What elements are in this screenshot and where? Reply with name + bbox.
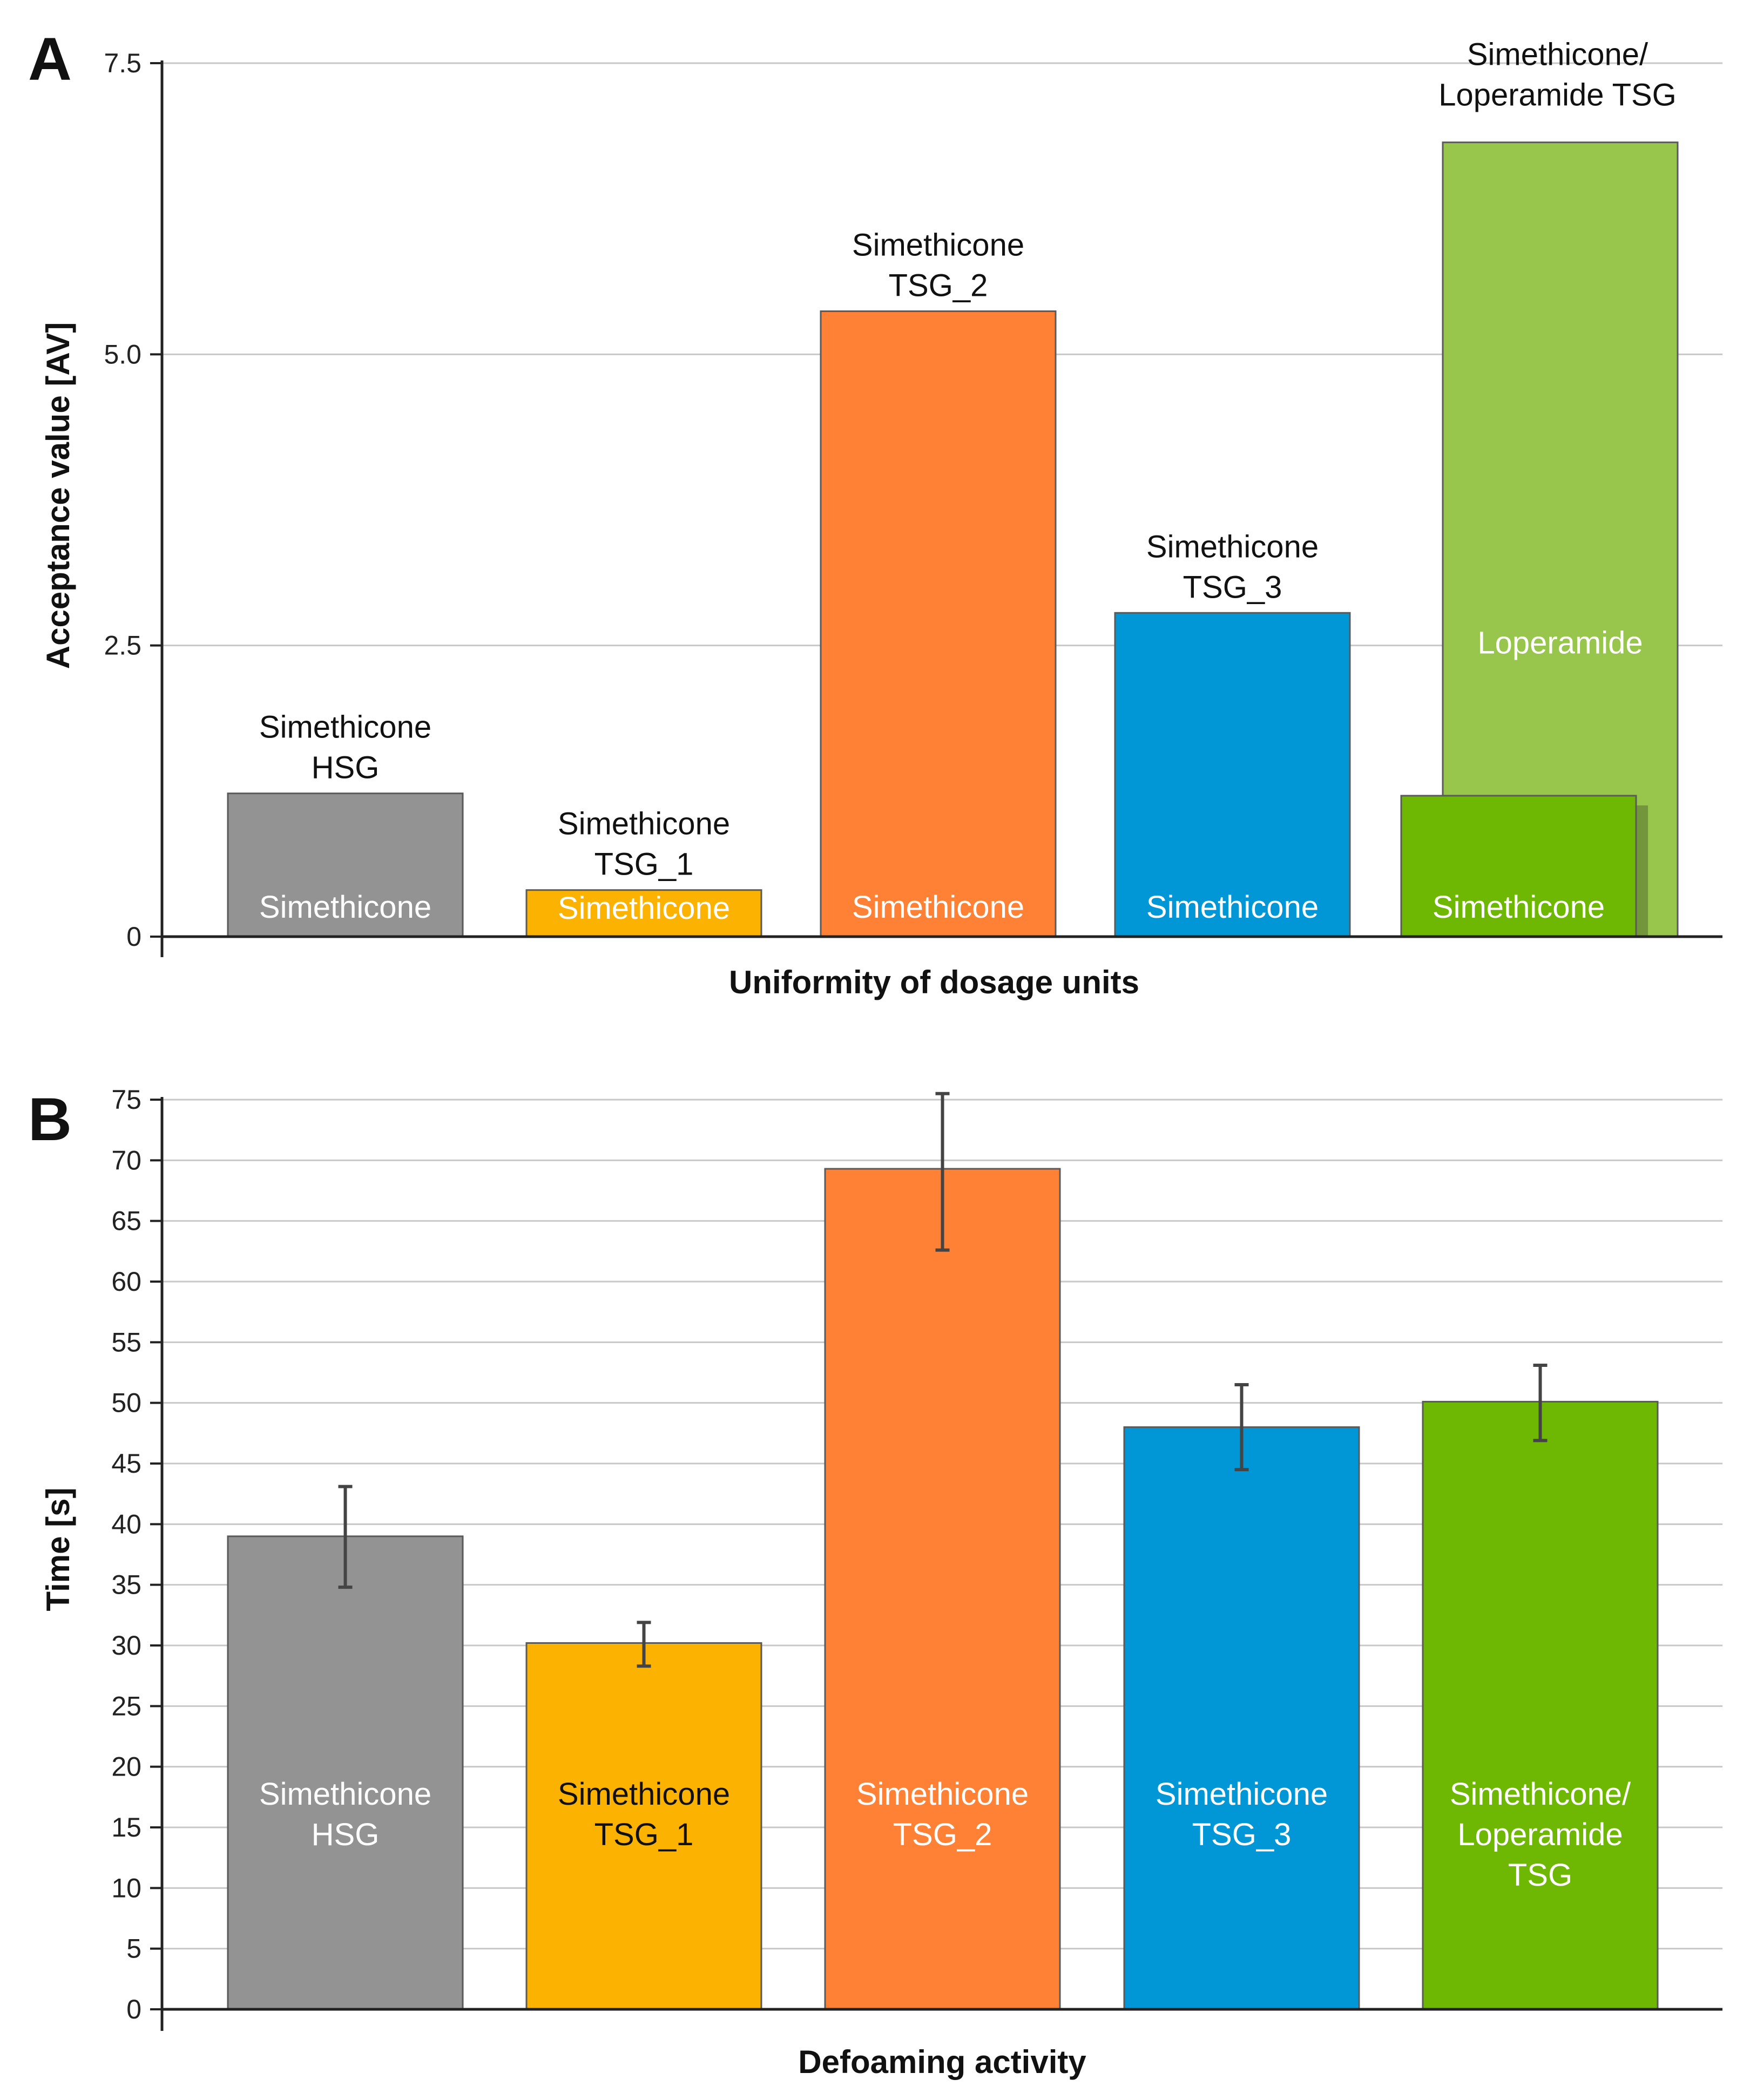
panel-a-chart: A Simethicone HSG Simethicone Simethicone TS… xyxy=(28,25,1722,1000)
bar-b-1 xyxy=(525,1642,762,2010)
panel-b-error-bars xyxy=(338,1092,1548,1668)
y-tick-label-b: 40 xyxy=(111,1509,141,1539)
bar-a-0-inner-label: Simethicone xyxy=(259,890,431,925)
bar-a-loperamide-inner-label: Loperamide xyxy=(1477,626,1643,661)
panel-a-axes xyxy=(150,60,1722,957)
y-tick-label-b: 35 xyxy=(111,1570,141,1600)
bar-a-simethicone-shadow xyxy=(1636,805,1648,937)
bar-b-4-label-line-1: Loperamide xyxy=(1457,1817,1623,1852)
bar-b-3-label-line-1: TSG_3 xyxy=(1192,1817,1292,1852)
bar-a-3 xyxy=(1114,612,1351,938)
bar-a-3-inner-label: Simethicone xyxy=(1146,890,1319,925)
y-tick-label-b: 65 xyxy=(111,1206,141,1236)
panel-a-tick-labels: 0 2.5 5.0 7.5 xyxy=(104,48,141,952)
bar-a-3-label-line-0: Simethicone xyxy=(1146,529,1319,564)
y-tick-label-a: 0 xyxy=(126,922,141,952)
panel-a-bar-labels: Simethicone HSG Simethicone Simethicone TSG_… xyxy=(259,37,1677,926)
panel-b-bar-labels: Simethicone HSG Simethicone TSG_1 Simethicon… xyxy=(259,1777,1631,1893)
bar-a-simethicone-combined-inner-label: Simethicone xyxy=(1433,890,1605,925)
panel-b-chart: B SimethiconeHSGSimethiconeTSG_1Simethic… xyxy=(28,1085,1722,2080)
y-tick-label-b: 10 xyxy=(111,1873,141,1903)
bar-b-1-label-line-0: Simethicone xyxy=(558,1777,730,1812)
bar-a-3-label-line-1: TSG_3 xyxy=(1183,570,1282,605)
y-tick-label-b: 70 xyxy=(111,1145,141,1175)
bar-a-1-inner-label: Simethicone xyxy=(558,891,730,926)
bar-b-0 xyxy=(227,1535,464,2010)
panel-a-bars xyxy=(227,141,1679,938)
panel-b-letter: B xyxy=(28,1086,72,1153)
panel-b-axes xyxy=(150,1097,1722,2031)
bar-b-4-label-line-2: TSG xyxy=(1508,1858,1572,1893)
y-tick-label-b: 50 xyxy=(111,1388,141,1418)
bar-a-1 xyxy=(525,889,762,938)
bar-a-2 xyxy=(820,310,1057,938)
bar-b-2-label-line-1: TSG_2 xyxy=(893,1817,992,1852)
y-tick-label-b: 0 xyxy=(126,1994,141,2024)
bar-b-2 xyxy=(824,1168,1061,2010)
y-tick-label-b: 25 xyxy=(111,1691,141,1721)
y-tick-label-b: 45 xyxy=(111,1448,141,1479)
bar-b-3 xyxy=(1123,1426,1360,2010)
bar-a-combined-label-line-1: Loperamide TSG xyxy=(1438,78,1677,113)
bar-a-0-label-line-0: Simethicone xyxy=(259,710,431,745)
y-tick-label-b: 15 xyxy=(111,1812,141,1842)
bar-b-2-label-line-0: Simethicone xyxy=(856,1777,1029,1812)
bar-a-2-label-line-1: TSG_2 xyxy=(889,268,988,303)
panel-a-y-axis-title: Acceptance value [AV] xyxy=(40,322,76,669)
y-tick-label-b: 5 xyxy=(126,1934,141,1964)
bar-a-2-label-line-0: Simethicone xyxy=(852,228,1024,263)
y-tick-label-b: 20 xyxy=(111,1752,141,1782)
y-tick-label-a: 2.5 xyxy=(104,631,141,661)
panel-a-x-axis-title: Uniformity of dosage units xyxy=(729,964,1139,1000)
panel-b-tick-labels: 0 5 10 15 20 25 30 35 40 45 50 55 60 65 70 75 xyxy=(111,1085,141,2024)
bar-a-combined-label-line-0: Simethicone/ xyxy=(1467,37,1648,72)
bar-b-0-label-line-1: HSG xyxy=(312,1817,380,1852)
bar-a-1-label-line-0: Simethicone xyxy=(558,807,730,842)
y-tick-label-b: 55 xyxy=(111,1327,141,1357)
panel-b-x-axis-title: Defoaming activity xyxy=(798,2044,1086,2080)
y-tick-label-b: 30 xyxy=(111,1630,141,1661)
bar-b-4 xyxy=(1422,1400,1659,2010)
bar-a-2-inner-label: Simethicone xyxy=(852,890,1024,925)
y-tick-label-b: 60 xyxy=(111,1266,141,1297)
bar-b-0-label-line-0: Simethicone xyxy=(259,1777,431,1812)
y-tick-label-b: 75 xyxy=(111,1085,141,1115)
y-tick-label-a: 7.5 xyxy=(104,48,141,78)
panel-b-y-axis-title: Time [s] xyxy=(40,1488,76,1611)
bar-a-0 xyxy=(227,792,464,938)
panel-b-bars xyxy=(227,1168,1659,2010)
y-tick-label-a: 5.0 xyxy=(104,339,141,369)
panel-a-letter: A xyxy=(28,25,72,93)
bar-b-3-label-line-0: Simethicone xyxy=(1156,1777,1328,1812)
bar-b-4-label-line-0: Simethicone/ xyxy=(1450,1777,1631,1812)
bar-a-1-label-line-1: TSG_1 xyxy=(594,847,694,882)
bar-a-0-label-line-1: HSG xyxy=(312,750,380,785)
bar-b-1-label-line-1: TSG_1 xyxy=(594,1817,694,1852)
